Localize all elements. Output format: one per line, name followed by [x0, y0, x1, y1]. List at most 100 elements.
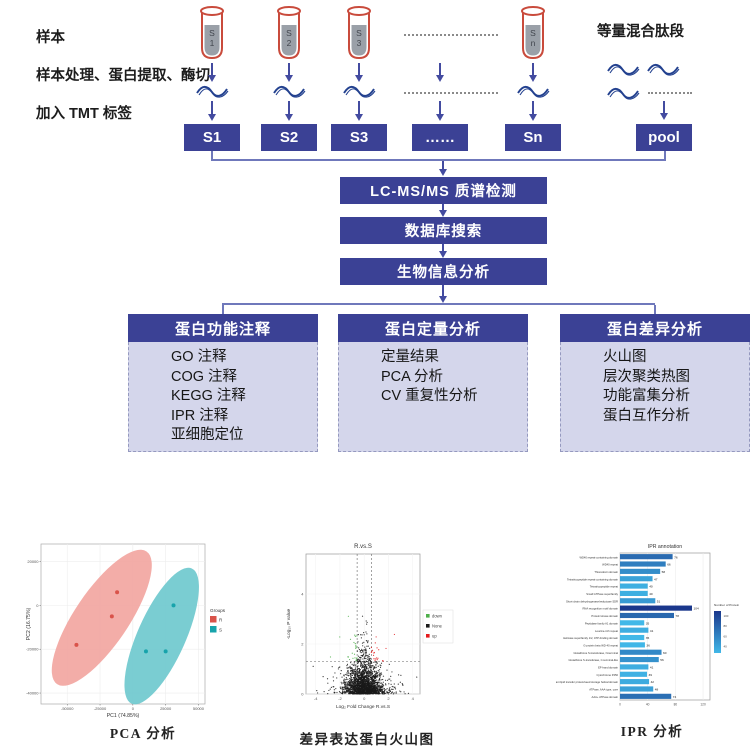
data-point [399, 681, 401, 683]
data-point [367, 668, 369, 670]
data-point [376, 647, 378, 649]
data-point [386, 691, 388, 693]
data-point [354, 687, 356, 690]
data-point [343, 679, 345, 681]
tube-content [204, 25, 220, 56]
data-point [360, 687, 362, 689]
data-point [346, 682, 348, 684]
data-point [339, 692, 341, 694]
data-point [348, 681, 350, 683]
data-point [379, 679, 381, 681]
data-point [355, 691, 357, 693]
data-point [353, 689, 355, 692]
data-point [361, 664, 363, 666]
bar-category-label: Short-chain dehydrogenase/reductase SDR [566, 599, 618, 603]
data-point [358, 690, 360, 693]
data-point [369, 664, 371, 666]
data-point [362, 665, 365, 667]
data-point [360, 637, 362, 639]
bar-value-label: 47 [654, 577, 658, 581]
data-point [357, 679, 359, 681]
data-point [370, 691, 372, 693]
data-point [367, 669, 369, 672]
data-point [360, 691, 363, 693]
data-point [340, 670, 342, 672]
data-point [362, 658, 364, 660]
data-point [349, 684, 352, 687]
data-point [353, 641, 355, 644]
data-point [351, 687, 354, 689]
data-point [383, 684, 385, 687]
data-point [367, 655, 369, 657]
data-point [370, 690, 372, 692]
data-point [361, 683, 363, 686]
data-point [400, 674, 402, 677]
data-point [342, 690, 344, 692]
data-point [312, 665, 314, 667]
data-point [372, 683, 374, 685]
data-point [369, 666, 371, 668]
data-point [379, 687, 381, 689]
data-point [380, 690, 382, 692]
data-point [351, 692, 353, 694]
bar-category-label: Helicase superfamily 1/2, ATP-binding do… [563, 636, 618, 640]
data-point [371, 649, 374, 651]
data-point [340, 673, 342, 675]
bar-value-label: 35 [646, 621, 650, 625]
data-point [353, 673, 355, 675]
bar [620, 583, 648, 589]
data-point [339, 686, 341, 688]
y-tick-label: 0 [36, 603, 39, 608]
data-point [387, 691, 390, 694]
data-point [346, 663, 349, 665]
data-point [386, 688, 388, 690]
data-point [390, 692, 392, 695]
data-point [372, 654, 375, 656]
legend-title: Number of Protein [714, 603, 739, 607]
data-point [372, 668, 374, 671]
data-point [358, 676, 360, 678]
data-point [372, 681, 375, 683]
data-point [379, 666, 382, 668]
tube-content [525, 25, 541, 56]
data-point [367, 664, 370, 667]
data-point [375, 679, 377, 682]
bar-value-label: 60 [663, 651, 667, 655]
branch-item: COG 注释 [171, 368, 238, 385]
data-point [370, 646, 373, 649]
data-point [357, 687, 359, 689]
data-point [352, 685, 354, 687]
data-point [365, 672, 367, 674]
data-point [355, 664, 357, 666]
data-point [364, 661, 367, 663]
bar-value-label: 78 [676, 614, 680, 618]
data-point [357, 689, 360, 691]
legend-colorbar [714, 611, 721, 653]
data-point [328, 689, 330, 692]
arrow-down-icon [207, 63, 216, 82]
data-point [333, 689, 335, 691]
data-point [372, 692, 374, 694]
data-point [352, 664, 354, 666]
data-point [359, 650, 362, 652]
data-point [376, 691, 378, 693]
data-point [388, 689, 390, 691]
data-point [367, 677, 369, 679]
data-point [380, 682, 382, 684]
data-point [361, 654, 363, 656]
data-point [365, 652, 367, 654]
data-point [374, 675, 377, 677]
data-point [343, 688, 345, 690]
data-point [394, 686, 396, 688]
data-point [364, 685, 366, 687]
y-axis-label: -Log₁₀ P value [286, 608, 292, 639]
y-tick-label: 20000 [27, 559, 39, 564]
data-point [367, 656, 369, 658]
data-point [347, 678, 349, 680]
data-point [364, 669, 366, 671]
bar [620, 612, 674, 619]
data-point [352, 689, 354, 692]
data-point [385, 684, 387, 686]
data-point [370, 681, 372, 683]
data-point [361, 642, 364, 644]
